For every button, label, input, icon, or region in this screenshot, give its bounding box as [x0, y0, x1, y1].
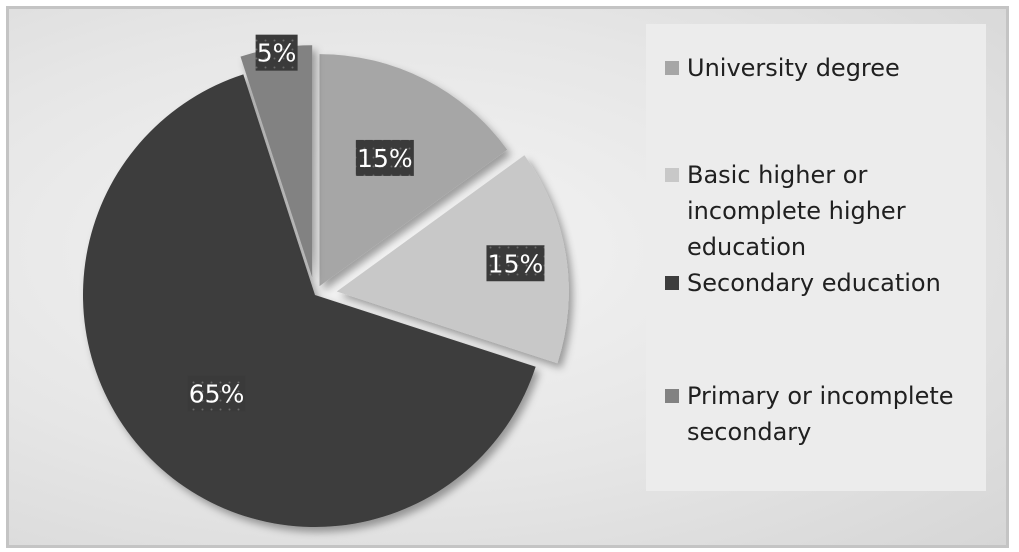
legend [646, 24, 986, 491]
data-label-basic-higher-education: 15% [486, 245, 545, 282]
data-label-box [355, 139, 414, 176]
pie-slices [83, 45, 569, 527]
legend-item-university-degree: University degree [665, 50, 985, 86]
legend-label: Secondary education [687, 269, 941, 297]
data-label-box [255, 34, 298, 71]
data-label-primary-or-incomplete-secondary: 5% [255, 34, 298, 71]
pie-data-labels: 15% 15% 65% 5% [187, 34, 545, 412]
legend-item-secondary-education: Secondary education [665, 265, 985, 301]
legend-item-basic-higher-education: Basic higher or incomplete higher educat… [665, 157, 985, 265]
pie-slice-basic-higher-education [336, 155, 569, 364]
data-label-text: 5% [257, 39, 297, 68]
legend-swatch [665, 389, 679, 403]
legend-label: Primary or incomplete secondary [687, 382, 954, 446]
data-label-text: 65% [189, 379, 245, 408]
data-label-text: 15% [488, 249, 544, 278]
pie-slice-primary-or-incomplete-secondary [240, 45, 313, 278]
legend-label: Basic higher or incomplete higher educat… [687, 161, 906, 261]
data-label-text: 15% [357, 144, 413, 173]
legend-swatch [665, 276, 679, 290]
data-label-university-degree: 15% [355, 139, 414, 176]
data-label-box [486, 245, 545, 282]
legend-item-primary-or-incomplete-secondary: Primary or incomplete secondary [665, 378, 985, 450]
pie-slice-secondary-education [83, 74, 536, 527]
data-label-box [187, 375, 246, 412]
legend-label: University degree [687, 54, 900, 82]
legend-swatch [665, 61, 679, 75]
legend-swatch [665, 168, 679, 182]
data-label-secondary-education: 65% [187, 375, 246, 412]
